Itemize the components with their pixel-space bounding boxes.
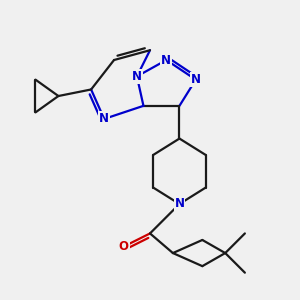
Text: N: N xyxy=(174,197,184,211)
Text: N: N xyxy=(191,73,201,86)
Text: N: N xyxy=(161,53,171,67)
Text: N: N xyxy=(99,112,109,125)
Text: N: N xyxy=(132,70,142,83)
Text: O: O xyxy=(119,240,129,253)
